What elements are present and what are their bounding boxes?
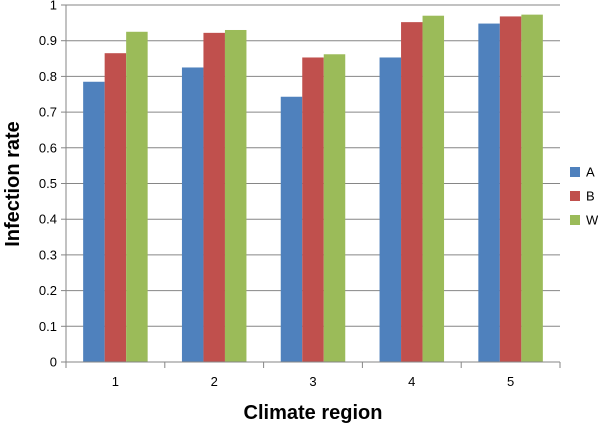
bar-A-5 [478,23,500,363]
x-tick-label: 4 [408,374,415,389]
y-tick-label: 0.8 [39,69,57,84]
y-tick-label: 0.5 [39,176,57,191]
legend-swatch-A [570,167,580,177]
bar-B-4 [401,22,423,363]
bar-A-4 [379,57,402,362]
bar-A-1 [83,81,105,362]
y-tick-label: 0 [50,355,57,370]
x-axis-title: Climate region [244,402,383,424]
y-tick-label: 0.9 [39,33,57,48]
y-tick-labels: 0 0.1 0.2 0.3 0.4 0.5 0.6 0.7 0.8 0.9 1 [39,0,66,370]
bar-W-2 [224,29,247,363]
y-tick-label: 0.3 [39,247,57,262]
x-tick-label: 5 [507,374,514,389]
bar-W-5 [521,14,543,362]
x-tick-label: 2 [211,374,218,389]
y-tick-label: 0.4 [39,212,57,227]
y-tick-label: 0.1 [39,319,57,334]
legend-label-B: B [586,189,595,204]
y-tick-label: 1 [50,0,57,13]
bar-W-4 [422,15,445,363]
x-tick-label: 1 [112,374,119,389]
legend-swatch-W [570,215,580,225]
bar-B-3 [302,57,324,362]
y-tick-label: 0.7 [39,105,57,120]
legend: ABW [570,165,598,228]
bar-A-2 [181,67,204,362]
legend-label-W: W [586,213,598,228]
y-tick-label: 0.2 [39,283,57,298]
bar-A-3 [280,96,303,363]
x-tick-labels: 1 2 3 4 5 [65,362,561,389]
bar-W-1 [126,31,148,363]
legend-label-A: A [586,165,595,180]
bar-B-1 [104,53,127,362]
bar-B-5 [499,16,522,362]
bars [83,14,543,363]
bar-W-3 [323,54,346,363]
y-tick-label: 0.6 [39,140,57,155]
y-axis-title: Infection rate [2,121,24,247]
legend-swatch-B [570,191,580,201]
bar-B-2 [203,32,225,362]
x-tick-label: 3 [309,374,316,389]
